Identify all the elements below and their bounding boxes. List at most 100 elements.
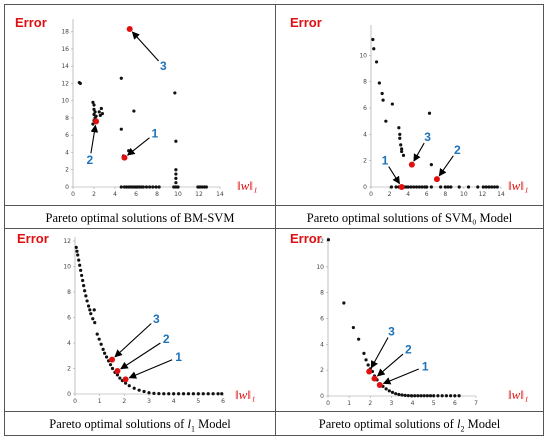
y-tick-label: 12	[316, 238, 324, 245]
y-tick-label: 10	[61, 98, 69, 105]
x-axis-label: ‖w‖₁	[508, 178, 529, 193]
y-tick-label: 12	[63, 238, 71, 245]
data-point	[88, 308, 92, 312]
data-point	[439, 185, 443, 189]
y-tick-label: 8	[65, 115, 69, 122]
data-point	[119, 76, 123, 80]
data-point	[181, 392, 186, 396]
data-point	[398, 136, 402, 140]
data-point	[449, 185, 453, 189]
data-point	[412, 185, 416, 189]
data-point	[104, 355, 109, 359]
data-point	[364, 358, 368, 362]
data-point	[429, 163, 433, 167]
data-point	[481, 185, 485, 189]
data-point	[490, 185, 494, 189]
data-point	[440, 394, 444, 398]
figure-grid: 0 2 4 6 8 10 12 14 0 2 4 6 8 10 12 14 16 18 Error ‖w‖₁ 1 2 3 P…	[4, 4, 544, 436]
data-point	[142, 389, 146, 394]
data-point	[351, 325, 355, 330]
data-point	[381, 98, 385, 102]
data-point	[186, 392, 191, 396]
data-point	[92, 107, 96, 111]
data-point	[413, 394, 417, 398]
y-tick-label: 14	[61, 63, 69, 70]
data-point	[148, 185, 152, 189]
data-point	[83, 289, 87, 293]
x-tick-label: 5	[432, 400, 436, 407]
data-point	[101, 347, 105, 351]
caption-bm-svm: Pareto optimal solutions of BM-SVM	[5, 205, 275, 229]
annotation-arrow	[388, 166, 400, 185]
data-point	[92, 308, 96, 312]
data-point	[152, 391, 156, 395]
data-point	[436, 394, 440, 398]
data-point	[201, 392, 205, 396]
panel-bm-svm: 0 2 4 6 8 10 12 14 0 2 4 6 8 10 12 14 16 18 Error ‖w‖₁ 1 2 3 P…	[5, 5, 276, 229]
x-tick-label: 14	[497, 191, 505, 198]
y-axis-label: Error	[15, 15, 47, 30]
highlighted-point	[398, 184, 405, 190]
y-tick-label: 18	[61, 29, 69, 36]
data-point	[399, 143, 403, 147]
panel-svm0: 0 2 4 6 8 10 12 14 0 2 4 6 8 10 Error ‖w‖₁ 1 2 3 Pareto op…	[276, 5, 543, 229]
data-point	[380, 91, 384, 96]
data-point	[173, 91, 177, 95]
y-tick-label: 10	[359, 52, 367, 59]
data-point	[432, 394, 436, 398]
annotation-arrow	[413, 142, 425, 162]
data-point	[362, 351, 366, 355]
highlighted-point	[121, 154, 128, 161]
x-tick-label: 12	[195, 191, 203, 198]
y-axis-label: Error	[290, 231, 322, 246]
x-tick-label: 6	[221, 398, 225, 405]
y-tick-label: 2	[320, 367, 324, 374]
annotation-label: 2	[454, 143, 461, 157]
annotation-arrow	[90, 124, 99, 154]
data-point	[80, 273, 84, 278]
caption-l2: Pareto optimal solutions of l2 Model	[276, 411, 543, 435]
data-point	[76, 253, 80, 257]
y-tick-label: 16	[61, 46, 69, 53]
x-tick-label: 1	[98, 398, 102, 405]
data-point	[406, 185, 410, 189]
data-point	[167, 392, 171, 396]
data-point	[414, 185, 419, 189]
data-point	[91, 317, 95, 321]
data-point	[446, 185, 450, 189]
data-point	[444, 394, 448, 398]
data-point	[457, 185, 461, 189]
x-tick-label: 4	[172, 398, 176, 405]
x-tick-label: 4	[113, 191, 117, 198]
data-point	[466, 185, 471, 189]
annotation-label: 2	[163, 332, 170, 346]
data-point	[97, 337, 101, 341]
data-point	[89, 312, 93, 316]
data-point	[384, 119, 388, 123]
data-point	[93, 321, 97, 325]
x-tick-label: 0	[326, 400, 330, 407]
data-point	[495, 185, 499, 189]
data-point	[77, 258, 81, 262]
data-point	[374, 60, 379, 64]
data-point	[91, 100, 95, 105]
data-point	[409, 185, 413, 189]
y-axis-label: Error	[17, 231, 49, 246]
data-point	[172, 392, 176, 396]
data-point	[428, 394, 433, 398]
data-point	[371, 37, 375, 42]
data-point	[151, 185, 155, 189]
y-tick-label: 8	[320, 290, 324, 297]
data-point	[326, 238, 331, 242]
annotation-arrow	[376, 353, 404, 377]
data-point	[196, 392, 200, 396]
annotation-label: 3	[388, 324, 395, 338]
data-point	[397, 126, 401, 130]
data-point	[95, 332, 99, 336]
data-point	[409, 394, 414, 398]
y-tick-label: 6	[65, 132, 69, 139]
x-tick-label: 7	[474, 400, 478, 407]
data-point	[86, 304, 91, 308]
